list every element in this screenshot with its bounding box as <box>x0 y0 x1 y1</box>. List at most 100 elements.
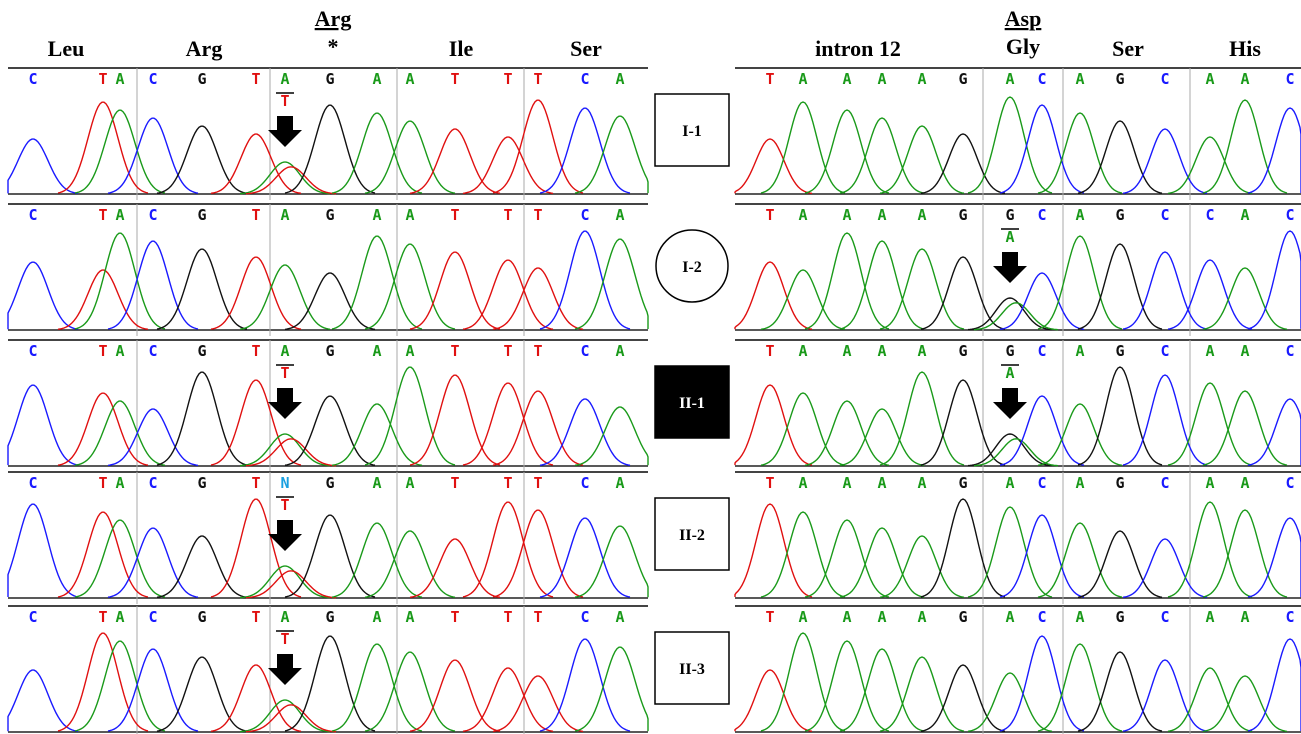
trace-peak <box>840 649 924 731</box>
trace-peak <box>240 700 330 732</box>
trace-peak <box>463 668 553 731</box>
trace-peak <box>1123 129 1207 193</box>
variant-base: T <box>280 630 289 648</box>
trace-peak <box>1168 668 1252 731</box>
base-call: A <box>1075 206 1084 224</box>
base-call: A <box>877 70 886 88</box>
variant-base: A <box>1005 364 1014 382</box>
base-call: A <box>615 70 624 88</box>
trace-peak <box>8 385 78 465</box>
base-call: C <box>1160 70 1169 88</box>
base-call: A <box>115 206 124 224</box>
trace-peak <box>75 641 165 731</box>
base-call: T <box>251 608 260 626</box>
variant-base: A <box>1005 228 1014 246</box>
variant-base: T <box>280 496 289 514</box>
codon-header: Arg <box>186 36 223 61</box>
trace-peak <box>761 270 845 329</box>
codon-header-top: Arg <box>315 6 352 31</box>
sample-label: I-1 <box>682 123 702 140</box>
base-call: A <box>615 608 624 626</box>
base-call: G <box>958 608 967 626</box>
base-call: A <box>1075 342 1084 360</box>
trace-peak <box>8 262 78 329</box>
base-call: T <box>251 342 260 360</box>
base-call: T <box>765 206 774 224</box>
trace-peak <box>410 129 500 193</box>
base-call: A <box>405 206 414 224</box>
base-call: G <box>958 474 967 492</box>
base-call: A <box>372 70 381 88</box>
base-call: G <box>1115 206 1124 224</box>
base-call: A <box>917 70 926 88</box>
base-call: C <box>28 70 37 88</box>
base-call: C <box>1285 474 1294 492</box>
trace-peak <box>1000 636 1084 731</box>
arrow <box>993 388 1027 419</box>
base-call: C <box>1205 206 1214 224</box>
trace-peak <box>1000 273 1084 329</box>
base-call: G <box>958 342 967 360</box>
codon-header: Ser <box>570 36 602 61</box>
trace-peak <box>157 372 247 465</box>
base-call: T <box>765 608 774 626</box>
base-call: C <box>148 206 157 224</box>
trace-peak <box>365 652 455 731</box>
base-call: C <box>580 206 589 224</box>
base-call: C <box>580 474 589 492</box>
base-call: A <box>877 342 886 360</box>
base-call: C <box>1037 206 1046 224</box>
base-call: T <box>251 206 260 224</box>
base-call: G <box>1115 342 1124 360</box>
base-call: T <box>98 474 107 492</box>
base-call: G <box>1115 70 1124 88</box>
base-call: C <box>28 342 37 360</box>
base-call: C <box>1037 70 1046 88</box>
base-call: T <box>533 474 542 492</box>
trace-peak <box>108 241 198 329</box>
codon-header: His <box>1229 36 1261 61</box>
trace-peak <box>921 257 1005 329</box>
base-call: C <box>148 70 157 88</box>
base-call: A <box>1075 474 1084 492</box>
base-call: C <box>148 608 157 626</box>
base-call: C <box>580 70 589 88</box>
trace-peak <box>463 502 553 597</box>
base-call: G <box>197 342 206 360</box>
trace-peak <box>365 531 455 597</box>
base-call: G <box>325 342 334 360</box>
sample-label: II-2 <box>679 527 705 544</box>
base-call: T <box>450 206 459 224</box>
base-call: T <box>765 70 774 88</box>
base-call: A <box>1205 342 1214 360</box>
base-call: A <box>1205 70 1214 88</box>
base-call: A <box>917 474 926 492</box>
base-call: T <box>450 70 459 88</box>
base-call: A <box>798 206 807 224</box>
trace-peak <box>805 110 889 193</box>
trace-peak <box>1038 523 1122 597</box>
base-call: A <box>1205 474 1214 492</box>
base-call: C <box>1037 342 1046 360</box>
trace-peak <box>805 520 889 597</box>
trace-peak <box>1038 113 1122 193</box>
trace-peak <box>840 528 924 597</box>
base-call: C <box>1160 206 1169 224</box>
base-call: A <box>280 342 289 360</box>
trace-peak <box>240 434 330 466</box>
base-call: G <box>1005 206 1014 224</box>
trace-peak <box>463 137 553 193</box>
trace-peak <box>75 233 165 329</box>
trace-peak <box>157 249 247 329</box>
base-call: T <box>98 206 107 224</box>
trace-peak <box>8 139 78 193</box>
codon-header: Ser <box>1112 36 1144 61</box>
trace-peak <box>805 401 889 465</box>
base-call: T <box>503 70 512 88</box>
base-call: T <box>533 608 542 626</box>
base-call: G <box>197 474 206 492</box>
base-call: C <box>1037 608 1046 626</box>
sample-label: II-1 <box>679 395 705 412</box>
base-call: A <box>1005 608 1014 626</box>
trace-peak <box>108 649 198 731</box>
